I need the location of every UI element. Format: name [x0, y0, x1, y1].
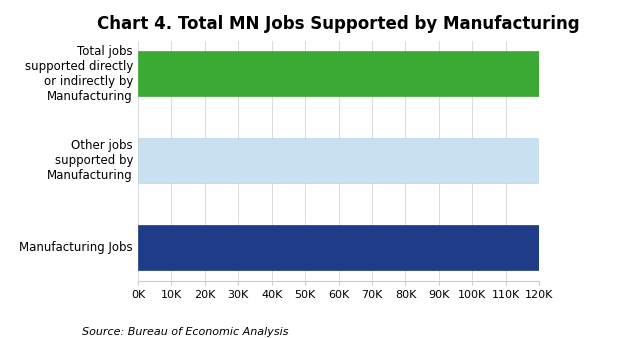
Bar: [138, 138, 627, 183]
Bar: [138, 51, 627, 96]
Text: Source: Bureau of Economic Analysis: Source: Bureau of Economic Analysis: [82, 327, 288, 337]
Bar: [138, 225, 627, 270]
Title: Chart 4. Total MN Jobs Supported by Manufacturing: Chart 4. Total MN Jobs Supported by Manu…: [97, 16, 580, 33]
